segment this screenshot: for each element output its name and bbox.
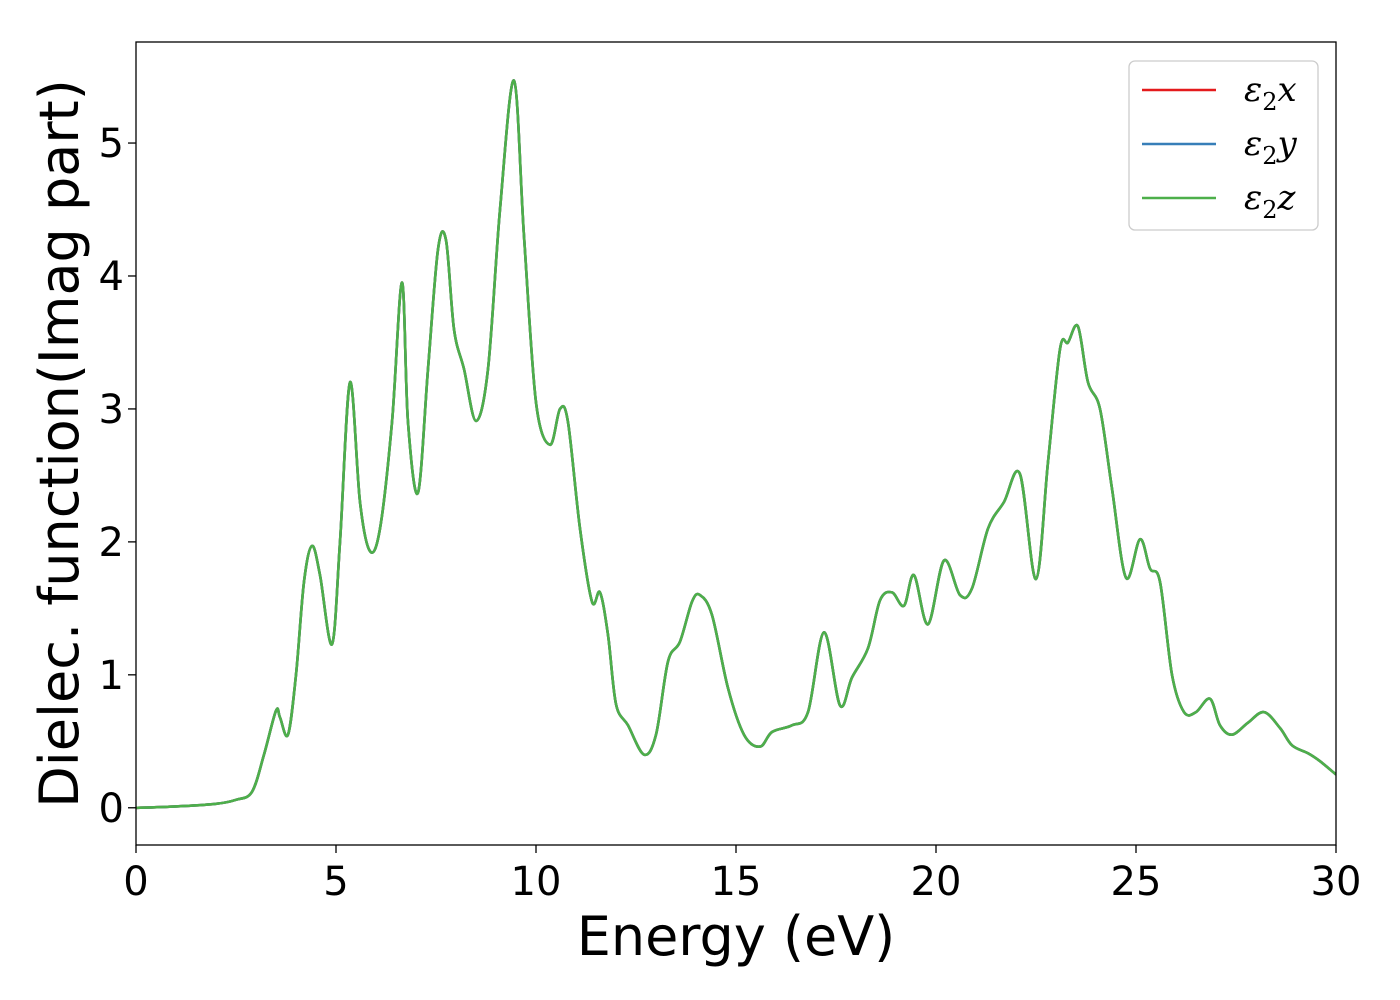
- y-axis-ticks: 0 1 2 3 4 5: [99, 121, 136, 832]
- legend-label: ε2x: [1244, 70, 1297, 116]
- y-tick-label: 0: [99, 786, 124, 832]
- legend-label: ε2z: [1244, 178, 1297, 224]
- x-tick-label: 10: [511, 859, 562, 905]
- x-tick-label: 0: [123, 859, 148, 905]
- legend: ε2x ε2y ε2z: [1128, 60, 1319, 231]
- y-tick-label: 2: [99, 520, 124, 566]
- x-tick-label: 15: [711, 859, 762, 905]
- x-axis-ticks: 0 5 10 15 20 25 30: [123, 845, 1361, 905]
- legend-box: [1128, 60, 1319, 231]
- y-tick-label: 3: [99, 387, 124, 433]
- x-tick-label: 30: [1311, 859, 1362, 905]
- y-axis-label: Dielec. function(Imag part): [28, 79, 91, 808]
- legend-entry-z: ε2z: [1142, 178, 1297, 224]
- plot-area: [136, 79, 1336, 810]
- y-tick-label: 4: [99, 254, 124, 300]
- x-tick-label: 5: [323, 859, 348, 905]
- x-tick-label: 20: [911, 859, 962, 905]
- axes-frame: [135, 41, 1337, 846]
- y-tick-label: 5: [99, 121, 124, 167]
- legend-label: ε2y: [1244, 124, 1298, 170]
- legend-entry-x: ε2x: [1142, 70, 1297, 116]
- series-line-z: [136, 79, 1336, 810]
- x-tick-label: 25: [1111, 859, 1162, 905]
- legend-entry-y: ε2y: [1142, 124, 1298, 170]
- y-tick-label: 1: [99, 653, 124, 699]
- x-axis-label: Energy (eV): [577, 905, 896, 968]
